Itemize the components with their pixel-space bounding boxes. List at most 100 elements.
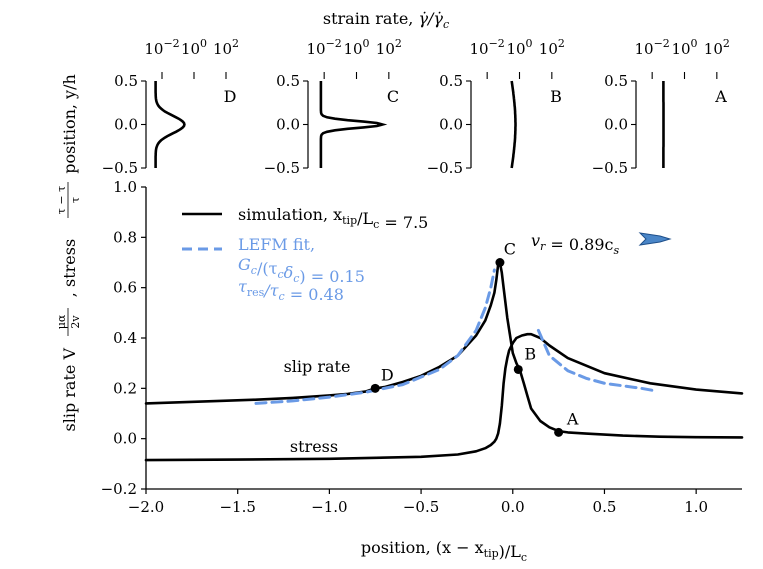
series-LEFM-fit [254, 268, 496, 405]
legend-fit-line2-part: c [293, 272, 299, 285]
y-tick-label: 1.0 [113, 178, 137, 196]
x-axis-label-part: position, (x − x [361, 538, 484, 557]
inset-x-tick-exp: −2 [163, 37, 179, 50]
main-chart: −2.0 −1.5 −1.0 −0.5 0.0 0.5 1.0 −0.2 0.0 0.2 0.4 0.… [55, 178, 744, 564]
inset-x-tick-label: 100 [506, 37, 532, 58]
inset-x-tick-exp: −2 [489, 37, 505, 50]
inset-y-tick-label: 0.5 [604, 72, 628, 90]
rupture-velocity-label-part: v [531, 231, 540, 250]
legend-fit-line2-part: /(τ [257, 259, 278, 278]
legend-fit-line2-part: c [251, 264, 257, 277]
inset-x-tick-label: 10−2 [307, 37, 342, 58]
legend-fit-line3-part: τ [238, 277, 248, 296]
legend-fit-line2-part: δ [284, 263, 294, 282]
inset-profile-D [154, 81, 186, 168]
point-label-C: C [504, 240, 516, 259]
point-B [513, 364, 523, 374]
inset-label-A: A [714, 87, 727, 106]
inset-y-tick-label: −0.5 [102, 159, 138, 177]
legend-sim-label-part: tip [342, 214, 357, 227]
slip-rate-annotation: slip rate [284, 357, 351, 376]
inset-x-tick-exp: 0 [526, 37, 533, 50]
inset-x-tick-label: 102 [704, 37, 730, 58]
inset-x-tick-exp: 2 [395, 37, 402, 50]
series-stress [144, 332, 744, 462]
inset-x-tick-exp: 2 [558, 37, 565, 50]
inset-label-C: C [387, 87, 399, 106]
inset-y-tick-label: 0.0 [604, 116, 628, 134]
legend-sim-label-part: c [373, 218, 379, 231]
inset-label-D: D [224, 87, 237, 106]
y-tick-label: 0.2 [113, 379, 137, 397]
inset-y-label-text: position, y/h [60, 74, 79, 174]
x-tick-label: −0.5 [403, 498, 439, 516]
inset-x-tick-exp: −2 [654, 37, 670, 50]
inset-y-tick-label: −0.5 [264, 159, 300, 177]
point-D [370, 383, 380, 393]
legend-fit-line3-part: res [247, 286, 265, 299]
inset-label-B: B [550, 87, 562, 106]
x-tick-label: −1.5 [219, 498, 255, 516]
legend-sim-label: simulation, xtip/Lc = 7.5 [238, 205, 428, 232]
inset-title-part: c [443, 18, 449, 31]
inset-y-tick-label: 0.5 [439, 72, 463, 90]
y-axis-label-stress: , stress [60, 239, 79, 297]
inset-x-tick-base: 10 [671, 40, 690, 58]
inset-y-tick-label: 0.0 [114, 116, 138, 134]
y-tick-label: 0.0 [113, 430, 137, 448]
point-A [554, 427, 564, 437]
x-axis-label: position, (x − xtip)/Lc [361, 538, 527, 564]
y-axis-fraction-mu: μα 2v [55, 308, 82, 336]
legend-fit-line3-part: c [279, 290, 285, 303]
legend-fit-line2-part: ) = 0.15 [299, 267, 364, 286]
legend-sim-label-part: = 7.5 [379, 213, 428, 232]
inset-y-tick-label: 0.5 [276, 72, 300, 90]
inset-title-part: γ̇/γ̇ [418, 9, 443, 28]
inset-panels: strain rate, γ̇/γ̇c0.50.0−0.510−2 100 102D… [60, 9, 730, 177]
inset-x-tick-label: 102 [539, 37, 565, 58]
inset-y-tick-label: 0.0 [439, 116, 463, 134]
y-tick-label: 0.8 [113, 228, 137, 246]
point-label-D: D [381, 365, 394, 384]
inset-x-tick-base: 10 [539, 40, 558, 58]
legend-sim-label-part: simulation, x [238, 205, 342, 224]
inset-title: strain rate, γ̇/γ̇c [323, 9, 449, 31]
inset-x-tick-exp: 2 [723, 37, 730, 50]
x-tick-label: −2.0 [128, 498, 164, 516]
inset-x-tick-base: 10 [470, 40, 489, 58]
legend-fit-line2: Gc/(τcδc) = 0.15 [238, 255, 365, 286]
inset-x-tick-base: 10 [181, 40, 200, 58]
inset-x-tick-base: 10 [704, 40, 723, 58]
x-tick-label: 1.0 [684, 498, 708, 516]
inset-x-tick-exp: 0 [200, 37, 207, 50]
inset-x-tick-label: 102 [376, 37, 402, 58]
point-label-A: A [566, 409, 579, 428]
inset-x-tick-label: 10−2 [635, 37, 670, 58]
point-C [495, 258, 505, 267]
inset-x-tick-label: 100 [671, 37, 697, 58]
inset-x-tick-exp: 0 [691, 37, 698, 50]
rupture-velocity-label: vr = 0.89cs [531, 231, 619, 257]
legend-fit-line1: LEFM fit, [238, 235, 315, 254]
inset-x-tick-base: 10 [307, 40, 326, 58]
x-tick-label: 0.5 [593, 498, 617, 516]
inset-profile-B [510, 80, 517, 169]
inset-y-tick-label: −0.5 [592, 159, 628, 177]
legend-sim-label-part: /L [357, 209, 373, 228]
inset-profile-C [319, 81, 388, 168]
legend-fit-line3-part: /τ [262, 281, 279, 300]
inset-x-tick-label: 10−2 [144, 37, 179, 58]
y-frac2-num: τ − τ [55, 186, 68, 214]
inset-y-tick-label: 0.5 [114, 72, 138, 90]
inset-y-tick-label: 0.0 [276, 116, 300, 134]
rupture-velocity-label-part: r [540, 240, 546, 253]
inset-x-tick-base: 10 [506, 40, 525, 58]
series-slip-rate [144, 261, 744, 439]
x-axis-label-part: )/L [499, 542, 522, 561]
